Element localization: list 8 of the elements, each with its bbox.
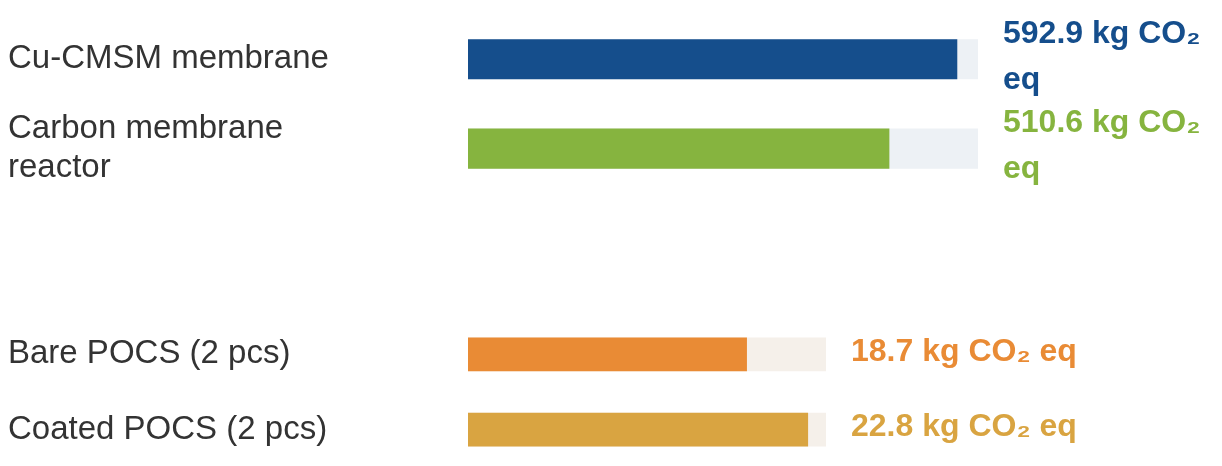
data-label: 18.7 kg CO₂ eq [851,332,1077,369]
data-label: 592.9 kg CO₂ eq [1003,14,1201,97]
y-tick-label: Bare POCS (2 pcs) [8,333,291,371]
y-tick-label: Cu-CMSM membrane [8,38,329,76]
data-label: 22.8 kg CO₂ eq [851,407,1077,444]
y-tick-label: Coated POCS (2 pcs) [8,408,328,446]
data-label: 510.6 kg CO₂ eq [1003,103,1201,186]
y-tick-label: Carbon membrane reactor [8,107,284,185]
